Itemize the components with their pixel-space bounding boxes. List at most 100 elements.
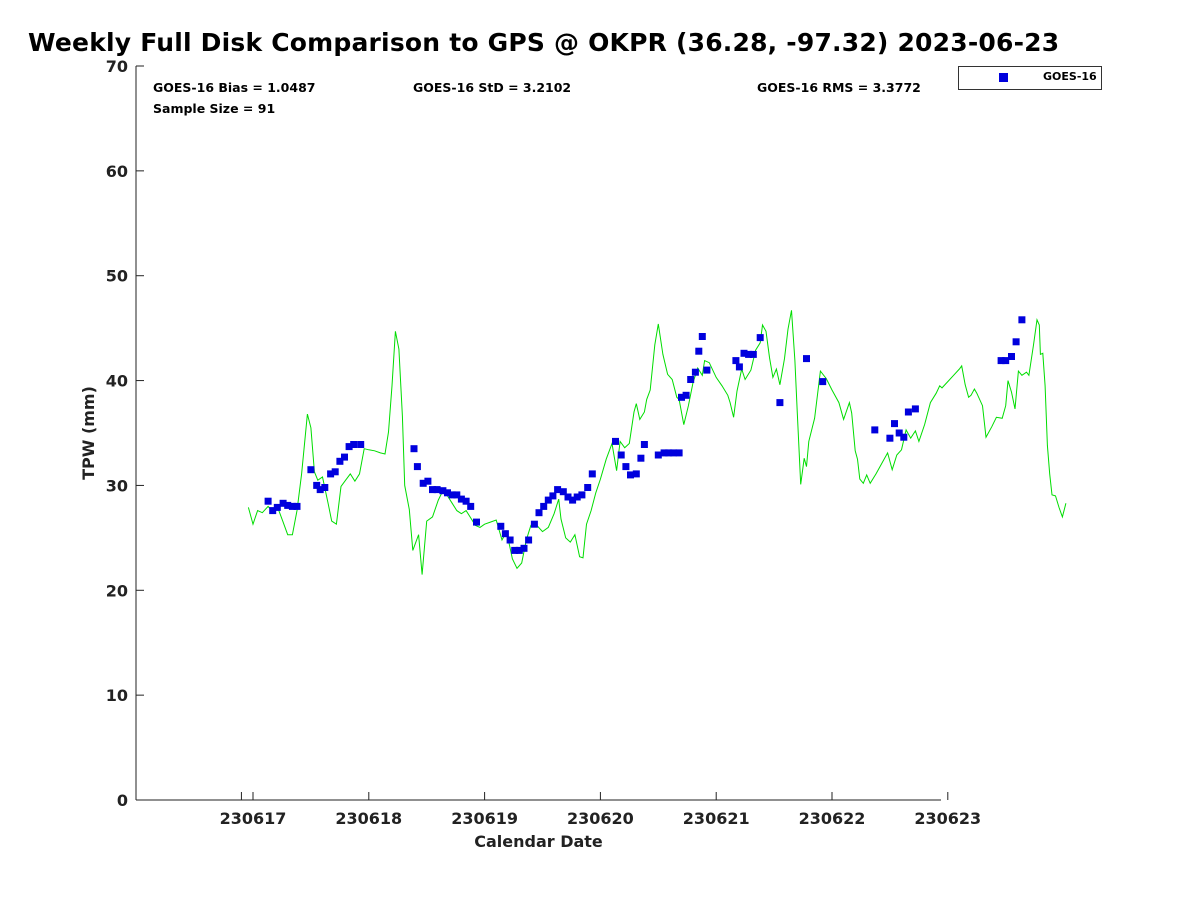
x-axis-label: Calendar Date (474, 832, 603, 851)
goes16-point (413, 463, 421, 471)
goes16-point (749, 350, 757, 358)
goes16-point (462, 497, 470, 505)
goes16-point (540, 502, 548, 510)
goes16-point (515, 546, 523, 554)
goes16-point (740, 349, 748, 357)
gps-line-layer (247, 310, 1067, 575)
goes16-point (321, 484, 329, 491)
goes16-point (900, 433, 908, 441)
goes16-point (871, 426, 879, 434)
y-tick-label: 60 (106, 162, 128, 181)
rms-stat: GOES-16 RMS = 3.3772 (757, 80, 921, 95)
axes (135, 65, 949, 801)
y-tick-label: 0 (117, 791, 128, 810)
legend: GOES-16 (958, 66, 1102, 90)
goes16-point (269, 507, 277, 515)
bias-stat: GOES-16 Bias = 1.0487 (153, 80, 316, 95)
x-tick-label: 230618 (335, 809, 402, 828)
y-tick-label: 20 (106, 581, 128, 600)
goes16-point (336, 457, 344, 465)
goes16-point (776, 399, 784, 407)
goes16-point (745, 350, 753, 358)
x-tick-label: 230623 (914, 809, 981, 828)
goes16-point (331, 468, 339, 476)
goes16-point (457, 495, 465, 503)
goes16-point (675, 449, 683, 457)
goes16-point (695, 347, 703, 355)
goes16-points-layer (264, 316, 1026, 554)
goes16-point (640, 441, 648, 448)
goes16-point (433, 486, 441, 494)
goes16-point (453, 491, 461, 499)
goes16-point (911, 405, 919, 413)
legend-label-goes16: GOES-16 (1043, 70, 1097, 83)
legend-marker-goes16 (999, 73, 1008, 82)
std-stat: GOES-16 StD = 3.2102 (413, 80, 572, 95)
x-tick-label: 230617 (220, 809, 287, 828)
goes16-point (525, 536, 533, 544)
x-tick-label: 230620 (567, 809, 634, 828)
goes16-point (569, 496, 577, 504)
goes16-point (307, 466, 315, 474)
goes16-point (578, 491, 586, 499)
goes16-point (803, 355, 810, 363)
goes16-point (544, 496, 552, 504)
goes16-point (549, 492, 557, 500)
goes16-point (669, 449, 677, 457)
y-tick-label: 10 (106, 686, 128, 705)
goes16-point (284, 501, 292, 509)
goes16-point (501, 530, 509, 538)
goes16-point (682, 391, 690, 399)
goes16-point (997, 357, 1005, 365)
goes16-point (554, 486, 562, 494)
goes16-point (345, 443, 353, 451)
x-tick-label: 230621 (683, 809, 750, 828)
goes16-point (654, 451, 662, 459)
goes16-point (473, 518, 480, 526)
goes16-point (588, 470, 596, 478)
gps-tpw-line (247, 310, 1067, 575)
goes16-point (350, 441, 358, 448)
goes16-point (732, 357, 740, 365)
goes16-point (612, 437, 619, 445)
goes16-point (429, 486, 436, 494)
goes16-point (313, 481, 321, 489)
y-axis-label: TPW (mm) (79, 386, 98, 480)
goes16-point (439, 487, 447, 495)
goes16-point (891, 420, 898, 428)
goes16-point (444, 489, 451, 497)
goes16-point (691, 368, 699, 376)
y-tick-label: 50 (106, 267, 128, 286)
goes16-point (573, 493, 581, 501)
goes16-point (424, 477, 432, 485)
goes16-point (637, 454, 645, 462)
goes16-point (660, 449, 668, 457)
goes16-point (448, 491, 456, 499)
goes16-point (419, 479, 427, 487)
goes16-point (327, 470, 335, 478)
goes16-point (665, 449, 673, 457)
goes16-point (506, 536, 514, 544)
goes16-point (279, 499, 287, 507)
goes16-point (535, 509, 543, 517)
goes16-point (288, 502, 296, 510)
x-tick-label: 230619 (451, 809, 518, 828)
goes16-point (678, 393, 685, 401)
goes16-point (497, 522, 505, 530)
sample-size-stat: Sample Size = 91 (153, 101, 276, 116)
goes16-point (293, 502, 301, 510)
goes16-point (1018, 316, 1026, 324)
tick-labels: 0 10 20 30 40 50 60 70 230617 230618 230619 230620 2… (79, 57, 981, 851)
goes16-point (530, 520, 538, 528)
y-tick-label: 30 (106, 476, 128, 495)
goes16-point (1002, 357, 1010, 365)
chart-title: Weekly Full Disk Comparison to GPS @ OKP… (28, 28, 1060, 57)
goes16-point (703, 366, 711, 374)
y-tick-label: 70 (106, 57, 128, 76)
goes16-point (627, 471, 634, 479)
goes16-point (632, 470, 640, 478)
y-tick-label: 40 (106, 372, 128, 391)
goes16-point (273, 503, 281, 511)
goes16-point (559, 488, 567, 496)
